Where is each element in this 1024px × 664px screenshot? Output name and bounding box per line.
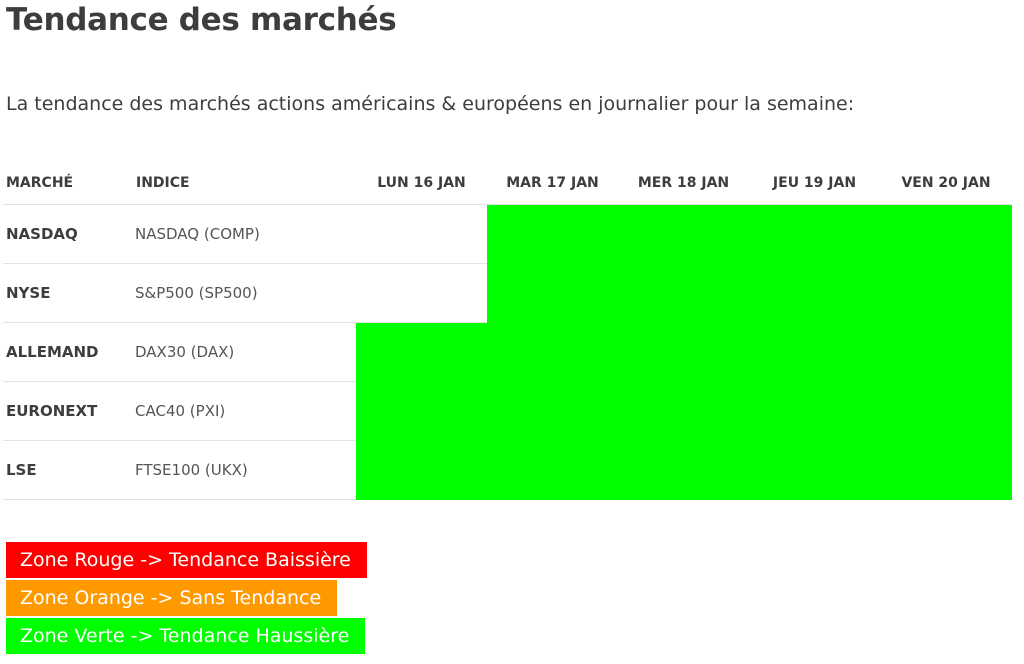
trend-cell (880, 263, 1012, 323)
trend-cell (487, 204, 618, 264)
index-cell: FTSE100 (UKX) (133, 440, 356, 500)
table-header-row: MARCHÉ INDICE LUN 16 JAN MAR 17 JAN MER … (3, 162, 1012, 205)
table-row: ALLEMAND DAX30 (DAX) (3, 322, 1012, 382)
trend-cell (618, 440, 749, 500)
legend-item-red: Zone Rouge -> Tendance Baissière (6, 542, 367, 578)
column-header-day: MER 18 JAN (618, 162, 749, 205)
table-body: NASDAQ NASDAQ (COMP) NYSE S&P500 (SP500) ALL… (3, 204, 1012, 500)
column-header-day: LUN 16 JAN (356, 162, 487, 205)
market-cell: ALLEMAND (3, 322, 133, 382)
index-cell: NASDAQ (COMP) (133, 204, 356, 264)
trend-cell (487, 440, 618, 500)
trend-cell (749, 381, 880, 441)
page-title: Tendance des marchés (6, 2, 397, 38)
table-row: NYSE S&P500 (SP500) (3, 263, 1012, 323)
trend-table: MARCHÉ INDICE LUN 16 JAN MAR 17 JAN MER … (3, 162, 1012, 500)
market-cell: EURONEXT (3, 381, 133, 441)
trend-cell (618, 322, 749, 382)
legend-item-green: Zone Verte -> Tendance Haussière (6, 618, 366, 654)
trend-cell (880, 381, 1012, 441)
trend-cell (880, 440, 1012, 500)
trend-cell (356, 263, 487, 323)
trend-cell (880, 204, 1012, 264)
market-cell: NYSE (3, 263, 133, 323)
market-cell: NASDAQ (3, 204, 133, 264)
column-header-day: JEU 19 JAN (749, 162, 880, 205)
legend-item-orange: Zone Orange -> Sans Tendance (6, 580, 338, 616)
trend-cell (749, 322, 880, 382)
legend: Zone Rouge -> Tendance Baissière Zone Or… (6, 542, 367, 656)
trend-cell (749, 204, 880, 264)
trend-cell (487, 381, 618, 441)
trend-cell (618, 381, 749, 441)
column-header-market: MARCHÉ (3, 162, 133, 205)
column-header-index: INDICE (133, 162, 356, 205)
trend-cell (618, 204, 749, 264)
column-header-day: MAR 17 JAN (487, 162, 618, 205)
trend-cell (749, 440, 880, 500)
trend-cell (618, 263, 749, 323)
trend-cell (487, 322, 618, 382)
trend-cell (356, 381, 487, 441)
table-row: EURONEXT CAC40 (PXI) (3, 381, 1012, 441)
trend-cell (356, 440, 487, 500)
index-cell: S&P500 (SP500) (133, 263, 356, 323)
market-cell: LSE (3, 440, 133, 500)
table-row: NASDAQ NASDAQ (COMP) (3, 204, 1012, 264)
trend-cell (356, 204, 487, 264)
index-cell: DAX30 (DAX) (133, 322, 356, 382)
trend-cell (880, 322, 1012, 382)
table-row: LSE FTSE100 (UKX) (3, 440, 1012, 500)
trend-cell (749, 263, 880, 323)
index-cell: CAC40 (PXI) (133, 381, 356, 441)
column-header-day: VEN 20 JAN (880, 162, 1012, 205)
intro-text: La tendance des marchés actions américai… (6, 93, 855, 115)
trend-cell (487, 263, 618, 323)
trend-cell (356, 322, 487, 382)
